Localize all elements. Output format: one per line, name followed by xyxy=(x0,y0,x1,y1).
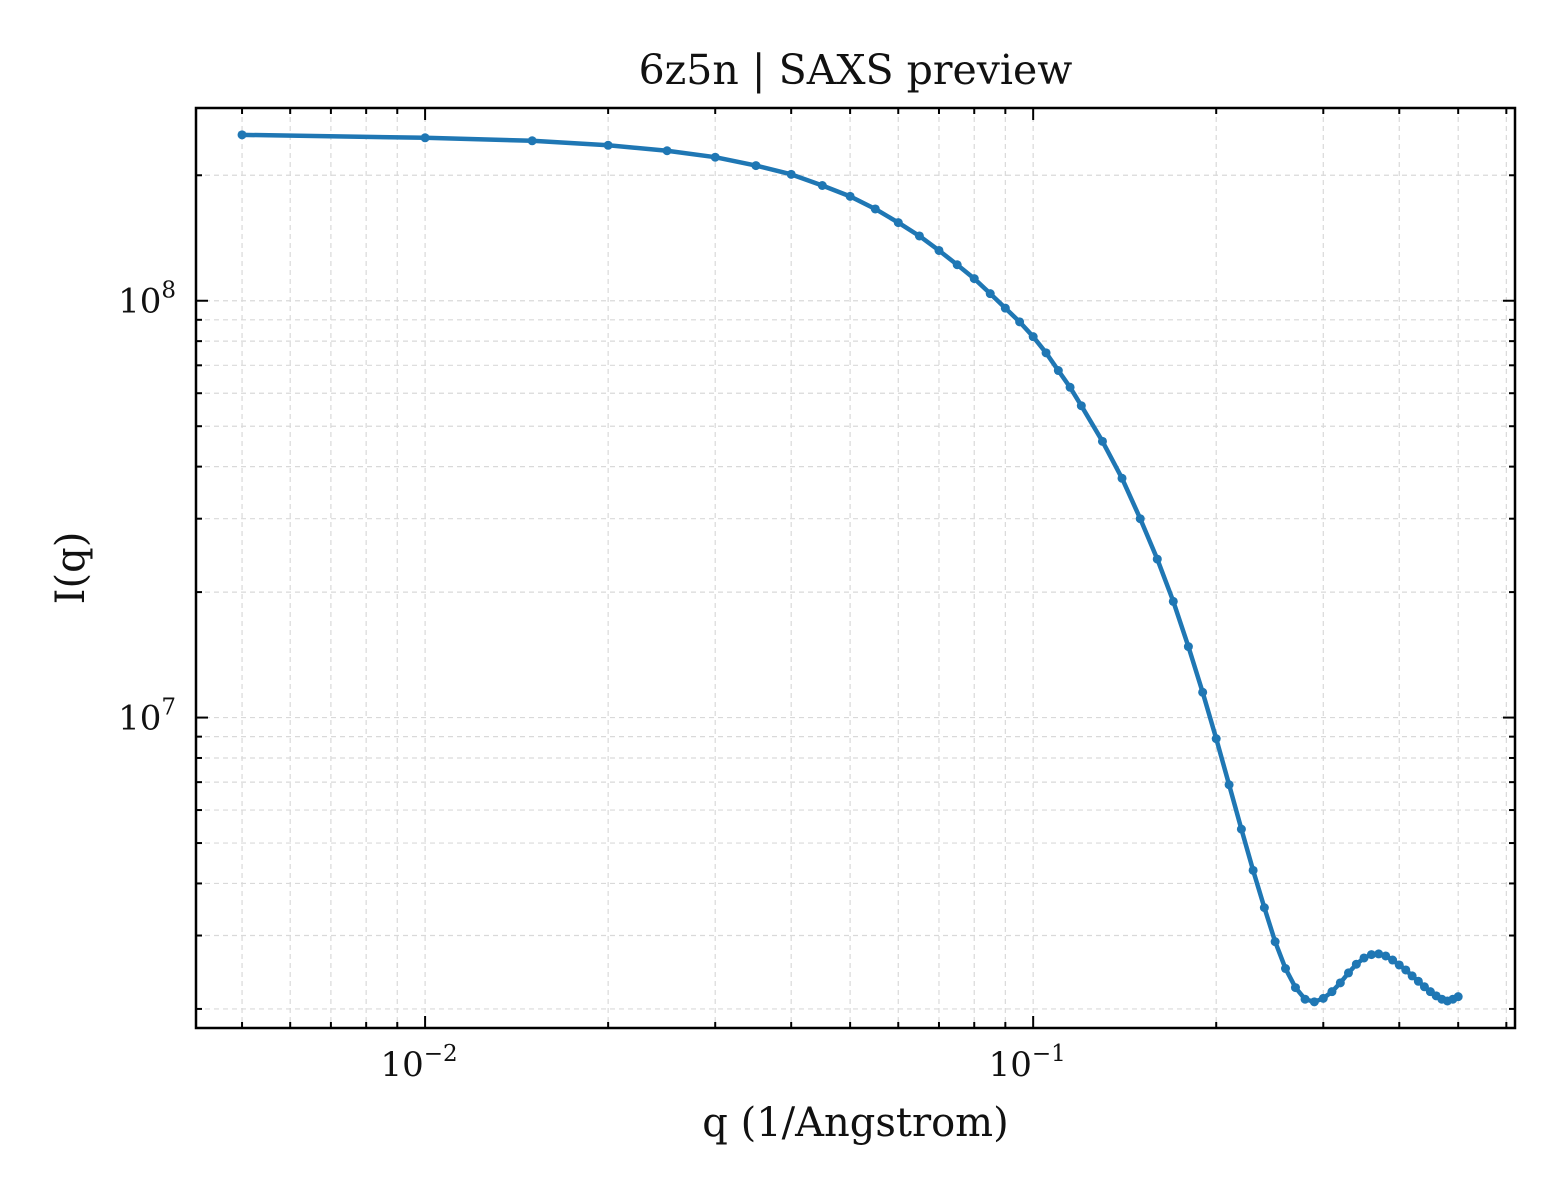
data-point xyxy=(662,146,672,156)
data-point xyxy=(1335,978,1345,988)
data-point xyxy=(1135,514,1145,524)
data-point xyxy=(1309,997,1319,1007)
data-point xyxy=(1381,951,1391,961)
data-point xyxy=(420,133,430,143)
data-point xyxy=(1211,734,1221,744)
data-point xyxy=(1359,953,1369,963)
data-point xyxy=(1259,903,1269,913)
data-point xyxy=(1224,780,1234,790)
data-point xyxy=(1065,382,1075,392)
data-point xyxy=(893,218,903,228)
data-point xyxy=(1015,317,1025,327)
data-point xyxy=(1366,950,1376,960)
x-tick-label: 10−2 xyxy=(381,1041,458,1085)
data-point xyxy=(845,191,855,201)
data-point xyxy=(786,169,796,179)
data-point xyxy=(1152,554,1162,564)
data-point xyxy=(914,231,924,241)
data-point xyxy=(1413,976,1423,986)
ticks: 10−2 10−1 107 108 xyxy=(118,108,1515,1085)
data-point xyxy=(1419,982,1429,992)
data-point xyxy=(1000,303,1010,313)
data-point xyxy=(1097,436,1107,446)
data-point xyxy=(1374,949,1384,959)
data-point xyxy=(1041,348,1051,358)
data-point xyxy=(952,260,962,270)
data-point xyxy=(969,274,979,284)
data-point xyxy=(1290,983,1300,993)
data-point xyxy=(603,140,613,150)
data-point xyxy=(710,152,720,162)
data-point xyxy=(1281,964,1291,974)
y-axis-label: I(q) xyxy=(48,532,94,605)
data-point xyxy=(237,130,247,140)
data-point xyxy=(1407,971,1417,981)
data-point xyxy=(985,289,995,299)
data-point xyxy=(1117,473,1127,483)
data-point xyxy=(1183,642,1193,652)
data-point xyxy=(1168,596,1178,606)
x-tick-label: 10−1 xyxy=(989,1041,1066,1085)
data-point xyxy=(1270,937,1280,947)
data-point xyxy=(1300,994,1310,1004)
data-point xyxy=(1401,965,1411,975)
data-point xyxy=(1318,993,1328,1003)
data-point xyxy=(1388,955,1398,965)
data-point xyxy=(1394,960,1404,970)
data-point xyxy=(1248,865,1258,875)
data-point xyxy=(1076,401,1086,411)
y-tick-label: 107 xyxy=(118,695,176,739)
data-point xyxy=(817,181,827,191)
data-point xyxy=(1198,687,1208,697)
data-point xyxy=(1236,824,1246,834)
data-point xyxy=(1053,366,1063,376)
series-layer xyxy=(237,130,1463,1007)
data-point xyxy=(870,204,880,214)
data-point xyxy=(1327,987,1337,997)
data-point xyxy=(1028,332,1038,342)
y-tick-label: 108 xyxy=(118,278,176,322)
data-point xyxy=(527,136,537,146)
x-axis-label: q (1/Angstrom) xyxy=(702,1100,1008,1146)
data-point xyxy=(1453,992,1463,1002)
data-point xyxy=(751,161,761,171)
chart-title: 6z5n | SAXS preview xyxy=(639,46,1073,94)
data-point xyxy=(934,245,944,255)
plot-frame xyxy=(194,106,1517,1030)
data-point xyxy=(1343,968,1353,978)
grid xyxy=(196,108,1515,1028)
data-point xyxy=(1351,959,1361,969)
